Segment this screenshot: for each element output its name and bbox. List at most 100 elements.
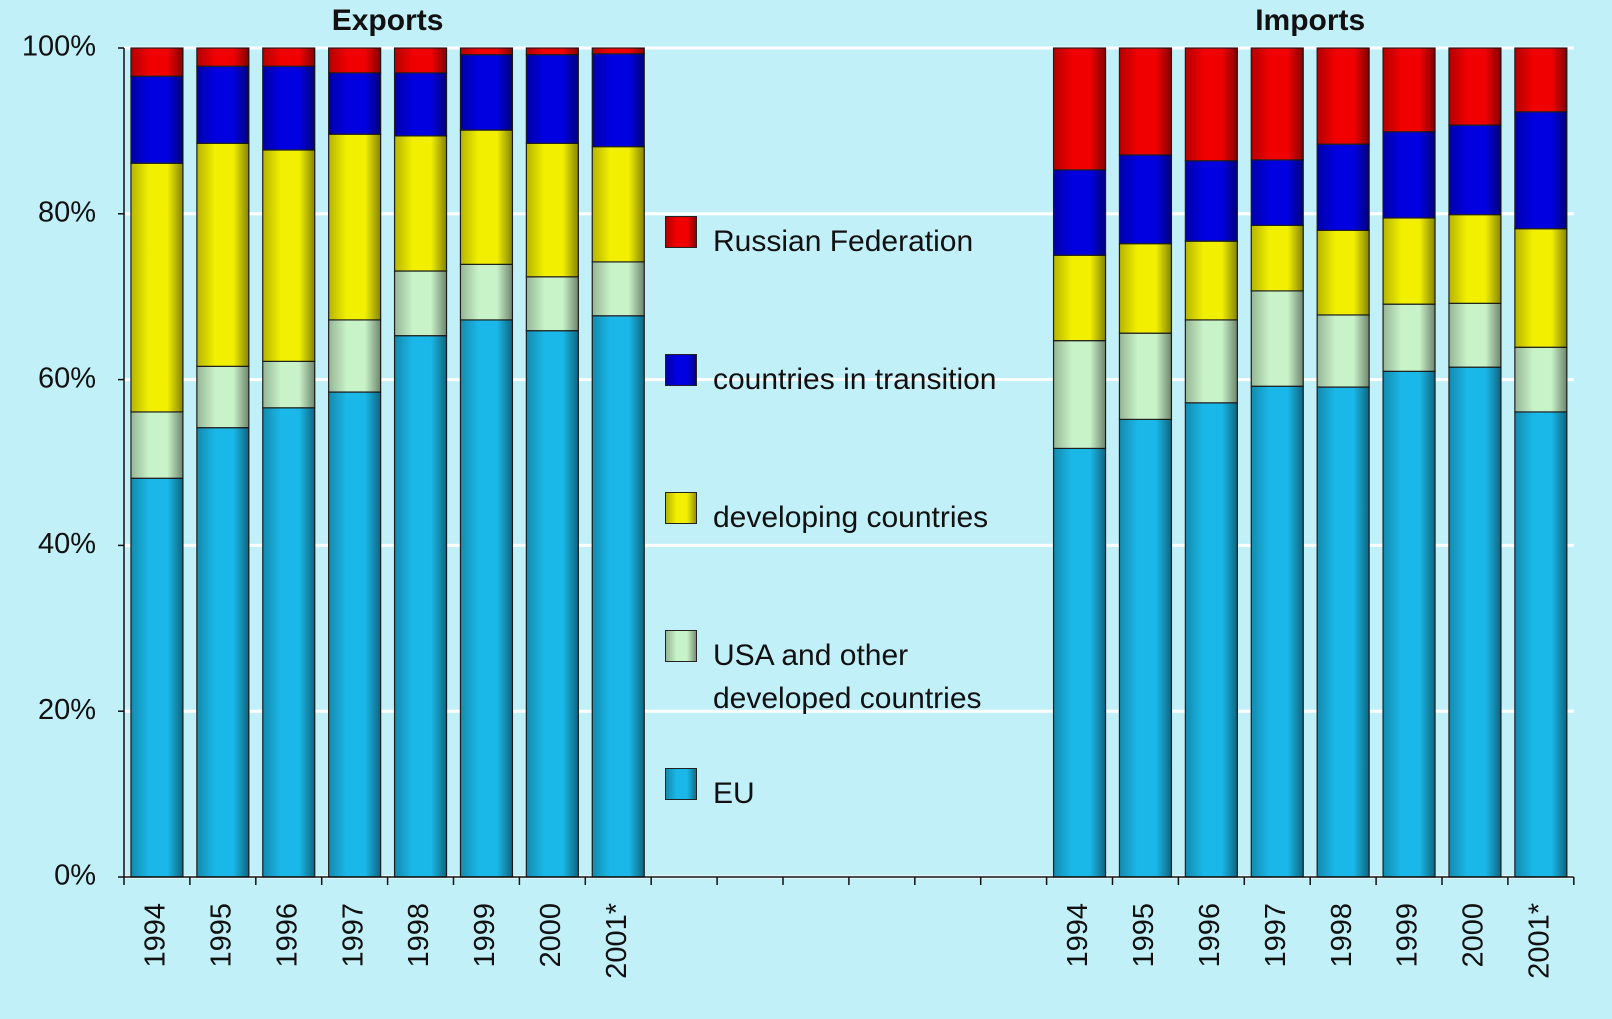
bar-segment xyxy=(393,335,448,878)
legend-item: Russian Federation xyxy=(665,214,1005,352)
y-tick-label: 60% xyxy=(38,362,96,394)
legend-label: developing countries xyxy=(713,501,989,534)
bar-segment xyxy=(1250,224,1304,292)
bar-segment xyxy=(1448,47,1502,126)
bar-segment xyxy=(1316,143,1370,231)
bar-segment xyxy=(1382,303,1436,372)
bar-segment xyxy=(1052,254,1107,342)
bar-segment xyxy=(262,407,316,878)
bar-segment xyxy=(130,162,184,413)
bar-segment xyxy=(1448,124,1502,216)
bar-segment xyxy=(591,47,645,55)
bar-segment xyxy=(130,411,184,479)
bar-segment xyxy=(1118,47,1173,156)
bar-segment xyxy=(1382,131,1436,219)
bar-segment xyxy=(1514,346,1568,413)
bar-segment xyxy=(591,261,645,317)
bar-segment xyxy=(1184,240,1238,321)
panel-title: Imports xyxy=(1255,4,1365,37)
legend-item: USA and other developed countries xyxy=(665,628,1005,766)
bar-segment xyxy=(196,142,250,367)
legend-swatch xyxy=(665,354,697,386)
legend-label: countries in transition xyxy=(713,363,997,396)
bar-segment xyxy=(1250,385,1304,878)
bar-segment xyxy=(1316,47,1370,145)
x-tick-label: 2001* xyxy=(1524,903,1556,979)
bar-segment xyxy=(525,276,579,332)
x-tick-label: 1999 xyxy=(469,903,501,968)
bar-segment xyxy=(1052,47,1107,171)
x-tick-label: 1996 xyxy=(1194,903,1226,968)
legend-swatch xyxy=(665,630,697,662)
legend-label: EU xyxy=(713,777,755,810)
x-tick-label: 1997 xyxy=(337,903,369,968)
legend-label: Russian Federation xyxy=(713,225,974,258)
bar-segment xyxy=(196,65,250,144)
panel-title: Exports xyxy=(332,4,444,37)
bar-segment xyxy=(1382,217,1436,305)
bar-segment xyxy=(1448,214,1502,304)
bar-segment xyxy=(525,54,579,144)
bar-segment xyxy=(1250,290,1304,387)
bar-segment xyxy=(591,53,645,148)
bar-segment xyxy=(130,75,184,164)
bar-segment xyxy=(393,135,448,272)
bar-segment xyxy=(262,149,316,362)
y-tick-label: 40% xyxy=(38,528,96,560)
x-tick-label: 1998 xyxy=(1326,903,1358,968)
bar-segment xyxy=(1316,314,1370,388)
bar-segment xyxy=(393,72,448,137)
bar-segment xyxy=(196,365,250,429)
x-tick-label: 1998 xyxy=(403,903,435,968)
bar-segment xyxy=(1514,411,1568,878)
y-tick-label: 20% xyxy=(38,694,96,726)
bar-segment xyxy=(393,47,448,74)
bar-segment xyxy=(525,47,579,56)
bar-segment xyxy=(328,391,382,878)
bar-segment xyxy=(1184,160,1238,242)
x-tick-label: 2000 xyxy=(535,903,567,968)
y-tick-label: 0% xyxy=(54,860,96,892)
bar-segment xyxy=(459,47,514,56)
bar-segment xyxy=(328,133,382,321)
bar-segment xyxy=(1382,370,1436,878)
bar-segment xyxy=(130,477,184,878)
legend-swatch xyxy=(665,216,697,248)
bar-segment xyxy=(196,47,250,67)
legend-item: developing countries xyxy=(665,490,1005,628)
legend: Russian Federation countries in transitio… xyxy=(665,214,1005,904)
bar-segment xyxy=(1316,229,1370,316)
bar-segment xyxy=(196,427,250,878)
bar-segment xyxy=(591,315,645,878)
bar-segment xyxy=(262,65,316,151)
legend-item: EU xyxy=(665,766,1005,904)
bar-segment xyxy=(525,142,579,278)
bar-segment xyxy=(393,270,448,337)
bar-segment xyxy=(1250,159,1304,227)
bar-segment xyxy=(1448,302,1502,368)
bar-segment xyxy=(1514,228,1568,348)
bar-segment xyxy=(459,263,514,321)
x-tick-label: 1997 xyxy=(1260,903,1292,968)
bar-segment xyxy=(1184,47,1238,162)
bar-segment xyxy=(459,54,514,131)
bar-segment xyxy=(328,47,382,74)
legend-label: USA and other developed countries xyxy=(713,639,982,715)
legend-swatch xyxy=(665,492,697,524)
legend-swatch xyxy=(665,768,697,800)
bar-segment xyxy=(1118,418,1173,878)
bar-segment xyxy=(328,319,382,393)
y-tick-label: 80% xyxy=(38,196,96,228)
x-tick-label: 1994 xyxy=(1062,903,1094,968)
bar-segment xyxy=(1514,111,1568,230)
x-tick-label: 1995 xyxy=(1128,903,1160,968)
x-tick-label: 1999 xyxy=(1392,903,1424,968)
bar-segment xyxy=(459,129,514,265)
bar-segment xyxy=(591,146,645,263)
bar-segment xyxy=(1052,447,1107,878)
x-tick-label: 2000 xyxy=(1458,903,1490,968)
bar-segment xyxy=(328,72,382,135)
bar-segment xyxy=(1448,366,1502,878)
bar-segment xyxy=(1382,47,1436,133)
